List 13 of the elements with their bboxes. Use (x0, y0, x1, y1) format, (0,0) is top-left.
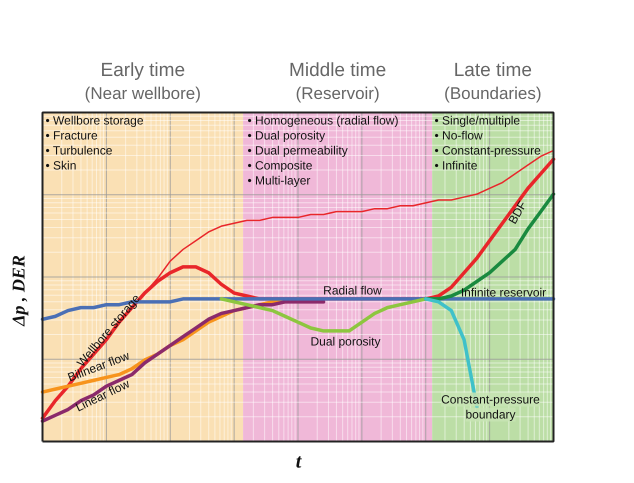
series-label: Constant-pressure boundary (441, 392, 540, 422)
annotation: • Homogeneous (radial flow) • Dual porosity • Dual permeability • Composite • Multi-layer (248, 114, 398, 188)
x-axis-title: t (296, 450, 303, 472)
text: Late time (Boundaries) (444, 60, 542, 103)
annotation: Infinite reservoir (460, 286, 546, 300)
annotation: • Wellbore storage • Fracture • Turbulence • Skin (46, 114, 144, 172)
text: Middle time (Reservoir) (289, 60, 386, 103)
series-label: Dual porosity (310, 334, 381, 348)
y-axis-title: Δp , DER (8, 255, 28, 327)
text: Early time (Near wellbore) (84, 60, 201, 103)
annotation: • Single/multiple • No-flow • Constant-pressure • Infinite (434, 114, 542, 172)
series-label: Radial flow (323, 284, 382, 298)
annotation: BDF (505, 198, 530, 226)
